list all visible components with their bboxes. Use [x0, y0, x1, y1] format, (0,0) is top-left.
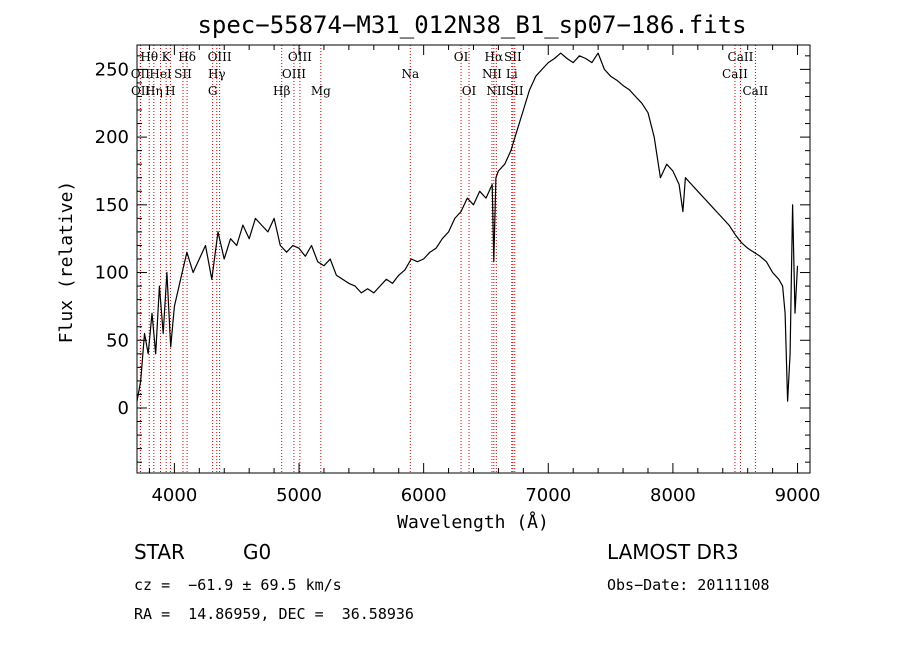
- spectral-line-label: NII: [482, 67, 502, 81]
- object-class: STAR: [134, 540, 185, 564]
- spectral-line-label: Na: [401, 67, 419, 81]
- spectral-line-label: Li: [506, 67, 518, 81]
- spectral-line-label: Mg: [311, 84, 331, 98]
- spectral-line-label: OIII: [282, 67, 306, 81]
- spectral-line-label: G: [208, 84, 218, 98]
- survey-name: LAMOST DR3: [607, 540, 739, 564]
- spectral-line-label: CaII: [742, 84, 768, 98]
- x-tick-label: 8000: [650, 485, 696, 506]
- spectral-line-label: SII: [504, 50, 522, 64]
- chart-title: spec−55874−M31_012N38_B1_sp07−186.fits: [197, 11, 746, 39]
- spectral-line-label: H: [165, 84, 175, 98]
- spectral-line-label: SII: [506, 84, 524, 98]
- spectral-line-label: OII: [131, 67, 151, 81]
- spectrum-line: [136, 52, 799, 402]
- spectral-line-markers: Hθ OII OII K HeI Hη H Hδ SII OIII Hγ G OIII OIII Hβ Mg N…: [131, 45, 769, 473]
- spectral-line-label: OIII: [288, 50, 312, 64]
- axis-ticks: 4000 5000 6000 7000 8000 9000 0 50 100 150 200 250: [95, 45, 821, 506]
- spectrum-series: [136, 52, 799, 402]
- x-tick-label: 9000: [775, 485, 821, 506]
- spectral-line-label: Hθ: [140, 50, 158, 64]
- spectral-line-label: K: [162, 50, 172, 64]
- y-tick-label: 50: [106, 330, 129, 351]
- spectral-line-label: Hβ: [273, 84, 290, 98]
- x-tick-label: 5000: [276, 485, 322, 506]
- spectral-line-label: OI: [454, 50, 469, 64]
- object-subclass: G0: [243, 540, 272, 564]
- x-tick-label: 4000: [151, 485, 197, 506]
- x-tick-label: 7000: [525, 485, 571, 506]
- plot-frame: [136, 44, 811, 474]
- x-tick-label: 6000: [401, 485, 447, 506]
- y-axis-label: Flux (relative): [56, 181, 77, 344]
- spectral-line-label: Hη: [145, 84, 163, 98]
- observation-date: Obs−Date: 20111108: [607, 576, 770, 594]
- x-axis-label: Wavelength (Å): [397, 511, 549, 533]
- spectral-line-label: CaII: [728, 50, 754, 64]
- spectral-line-label: NII: [486, 84, 506, 98]
- spectral-line-label: OII: [131, 84, 151, 98]
- spectral-line-label: Hα: [485, 50, 504, 64]
- spectral-line-label: SII: [174, 67, 192, 81]
- spectral-line-label: HeI: [149, 67, 172, 81]
- spectral-line-label: OI: [462, 84, 477, 98]
- spectral-line-label: Hδ: [178, 50, 196, 64]
- spectral-line-label: Hγ: [208, 67, 226, 81]
- y-tick-label: 250: [95, 59, 129, 80]
- y-tick-label: 200: [95, 127, 129, 148]
- redshift-readout: cz = −61.9 ± 69.5 km/s: [134, 576, 342, 594]
- spectral-line-label: CaII: [722, 67, 748, 81]
- y-tick-label: 0: [118, 398, 129, 419]
- y-tick-label: 150: [95, 195, 129, 216]
- y-tick-label: 100: [95, 263, 129, 284]
- coordinates-readout: RA = 14.86959, DEC = 36.58936: [134, 605, 414, 623]
- spectral-line-label: OIII: [208, 50, 232, 64]
